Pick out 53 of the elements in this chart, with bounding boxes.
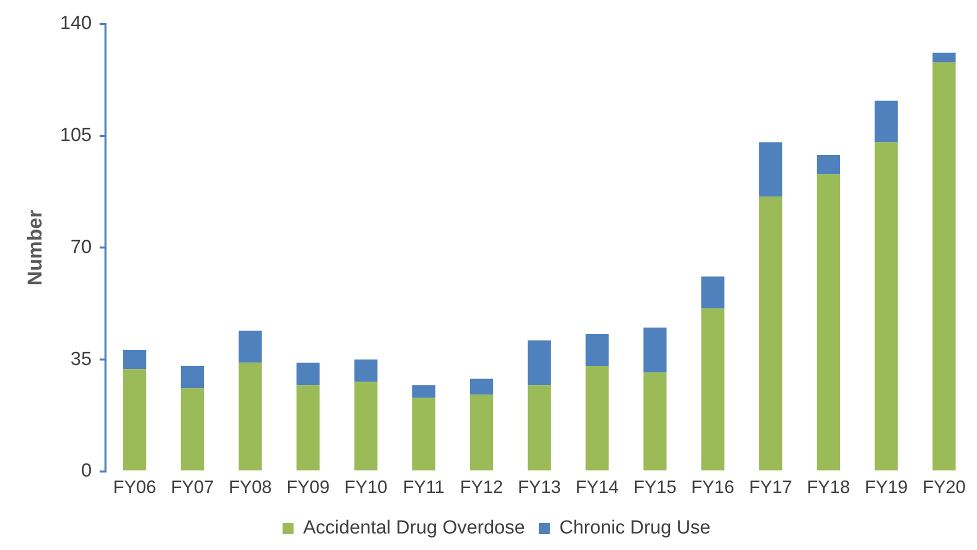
x-tick-label: FY10 — [344, 477, 388, 498]
y-tick-label: 35 — [70, 348, 92, 370]
legend-label: Chronic Drug Use — [559, 518, 710, 539]
bar — [238, 330, 262, 363]
x-tick-label: FY08 — [228, 477, 272, 498]
bar — [470, 378, 494, 395]
bar — [412, 385, 436, 398]
y-axis-title: Number — [24, 210, 47, 286]
bar — [123, 350, 146, 370]
y-tick-label: 70 — [70, 236, 92, 258]
bar — [354, 360, 378, 382]
bar — [528, 385, 551, 470]
bar — [296, 385, 320, 470]
y-tick-label: 105 — [60, 125, 92, 146]
bar — [643, 372, 667, 470]
x-tick-label: FY07 — [170, 477, 214, 498]
x-tick-label: FY13 — [518, 477, 561, 498]
bar — [180, 366, 204, 388]
x-tick-label: FY18 — [806, 477, 850, 498]
bar — [874, 142, 898, 470]
bar — [123, 369, 146, 470]
bar — [470, 394, 494, 470]
x-tick-label: FY14 — [576, 477, 619, 498]
y-tick-label: 140 — [60, 13, 92, 34]
bar — [759, 196, 782, 470]
bar — [932, 52, 956, 62]
x-tick-label: FY16 — [691, 477, 734, 498]
bar — [759, 142, 782, 197]
x-tick-label: FY11 — [402, 477, 445, 498]
bar — [932, 62, 956, 470]
bar — [643, 328, 667, 372]
x-tick-label: FY19 — [864, 477, 908, 498]
x-tick-label: FY20 — [922, 477, 966, 498]
bar — [528, 340, 551, 386]
bar — [296, 362, 320, 386]
x-tick-label: FY15 — [633, 477, 677, 498]
bar — [701, 308, 724, 470]
bar — [412, 398, 436, 470]
y-tick-label: 0 — [81, 460, 92, 482]
bar — [586, 366, 609, 470]
bar — [816, 155, 840, 174]
bar — [354, 382, 378, 470]
x-tick-label: FY17 — [749, 477, 792, 498]
bar — [816, 174, 840, 470]
bar — [874, 100, 898, 142]
bar — [586, 334, 609, 366]
bar — [238, 362, 262, 470]
x-tick-label: FY12 — [460, 477, 504, 498]
x-tick-label: FY06 — [113, 477, 156, 498]
legend-label: Accidental Drug Overdose — [303, 518, 525, 539]
bar — [701, 276, 724, 308]
x-tick-label: FY09 — [286, 477, 330, 498]
bar — [180, 388, 204, 470]
